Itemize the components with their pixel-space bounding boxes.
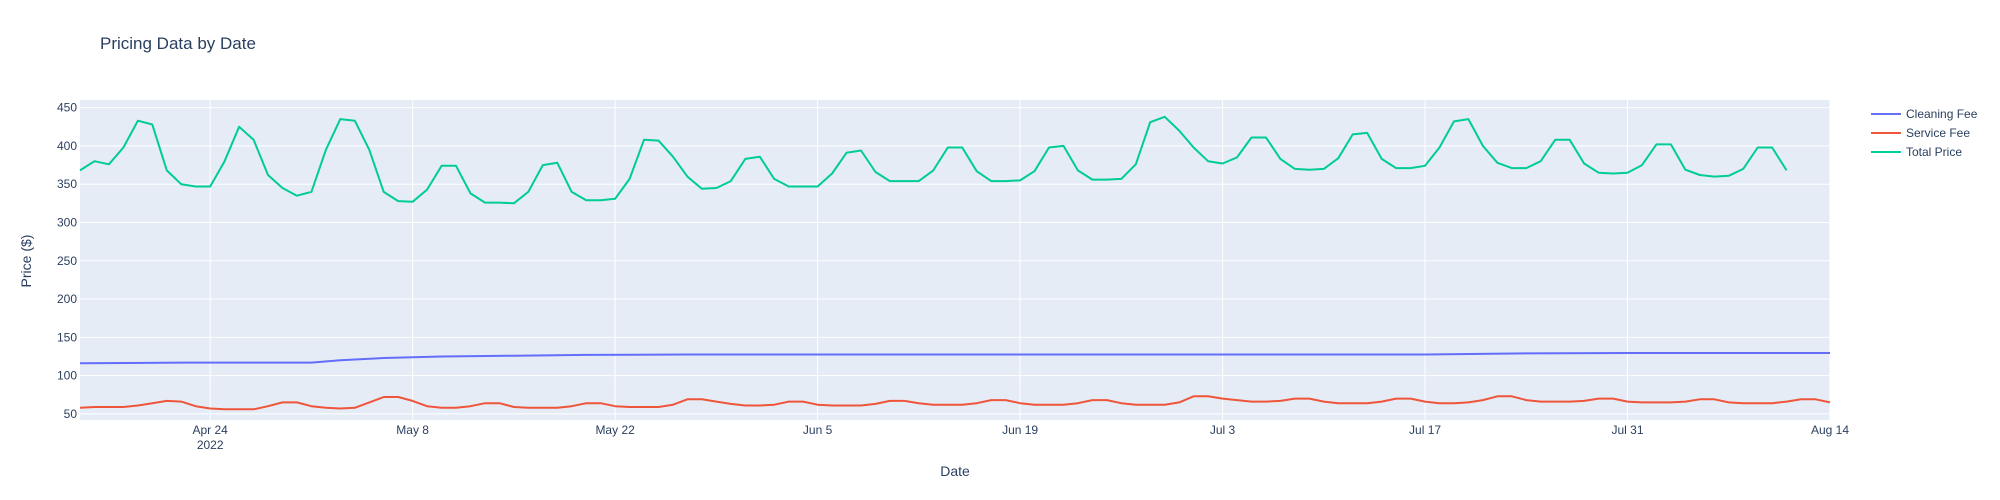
legend-item-service-fee[interactable]: Service Fee — [1871, 126, 1970, 140]
y-tick-label: 50 — [64, 407, 78, 421]
x-tick-sublabel: 2022 — [197, 438, 224, 452]
y-tick-label: 400 — [57, 139, 77, 153]
series-lines — [79, 115, 1831, 411]
x-tick-label: May 8 — [396, 423, 429, 437]
legend-label: Service Fee — [1906, 126, 1970, 140]
y-tick-label: 450 — [57, 101, 77, 115]
x-tick-label: Jul 31 — [1612, 423, 1644, 437]
legend[interactable]: Cleaning Fee Service Fee Total Price — [1871, 107, 1978, 159]
y-tick-label: 250 — [57, 254, 77, 268]
x-tick-label: Apr 24 — [192, 423, 228, 437]
series-line-cleaning-fee[interactable] — [79, 352, 1830, 365]
y-tick-label: 350 — [57, 177, 77, 191]
y-tick-label: 150 — [57, 330, 77, 344]
chart-title: Pricing Data by Date — [100, 34, 256, 53]
x-tick-label: Jun 5 — [803, 423, 833, 437]
x-tick-label: Jul 17 — [1409, 423, 1441, 437]
x-tick-label: Jul 3 — [1210, 423, 1236, 437]
x-tick-label: May 22 — [595, 423, 635, 437]
legend-item-cleaning-fee[interactable]: Cleaning Fee — [1871, 107, 1978, 121]
x-axis-title: Date — [940, 463, 970, 479]
series-line-total-price[interactable] — [79, 115, 1788, 205]
y-tick-label: 100 — [57, 369, 77, 383]
plot-area — [80, 100, 1830, 420]
y-tick-label: 300 — [57, 215, 77, 229]
x-tick-label: Aug 14 — [1811, 423, 1849, 437]
x-tick-label: Jun 19 — [1002, 423, 1038, 437]
y-axis-title: Price ($) — [18, 235, 34, 288]
y-tick-label: 200 — [57, 292, 77, 306]
legend-item-total-price[interactable]: Total Price — [1871, 145, 1962, 159]
gridlines — [80, 100, 1831, 420]
series-line-service-fee[interactable] — [79, 395, 1831, 411]
legend-label: Cleaning Fee — [1906, 107, 1978, 121]
legend-label: Total Price — [1906, 145, 1962, 159]
